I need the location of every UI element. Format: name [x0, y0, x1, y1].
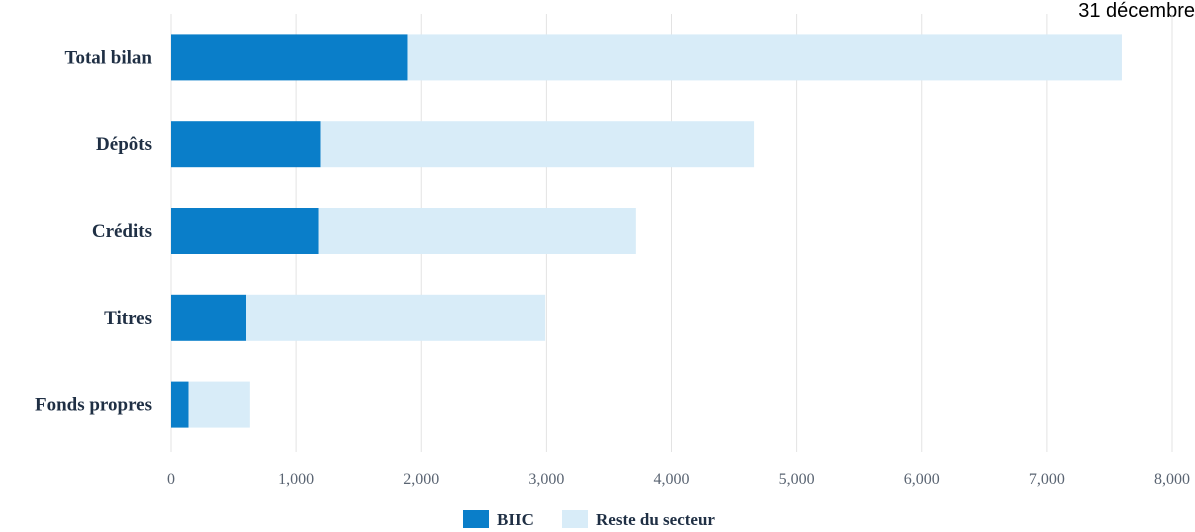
- x-tick-label: 1,000: [278, 471, 314, 488]
- x-tick-label: 5,000: [779, 471, 815, 488]
- x-tick-label: 8,000: [1154, 471, 1190, 488]
- bar-biic: [171, 34, 408, 81]
- bar-biic: [171, 294, 247, 341]
- x-tick-label: 2,000: [403, 471, 439, 488]
- bar-reste-du-secteur: [188, 381, 250, 428]
- category-label: Titres: [104, 308, 152, 329]
- bar-biic: [171, 208, 319, 254]
- legend-label: Reste du secteur: [596, 510, 715, 529]
- x-tick-label: 6,000: [904, 471, 940, 488]
- date-label: 31 décembre: [1078, 0, 1195, 22]
- x-tick-label: 4,000: [654, 471, 690, 488]
- legend-label: BIIC: [497, 510, 534, 529]
- bar-biic: [171, 121, 321, 168]
- bar-reste-du-secteur: [246, 294, 546, 341]
- bar-reste-du-secteur: [407, 34, 1122, 81]
- legend-swatch: [463, 510, 489, 528]
- legend-item-biic[interactable]: BIIC: [463, 510, 534, 529]
- legend-swatch: [562, 510, 588, 528]
- category-label: Fonds propres: [35, 395, 152, 416]
- x-tick-label: 0: [167, 471, 175, 488]
- category-label: Crédits: [92, 221, 152, 242]
- category-label: Total bilan: [65, 47, 153, 68]
- legend-item-reste-du-secteur[interactable]: Reste du secteur: [562, 510, 715, 529]
- bar-reste-du-secteur: [320, 121, 755, 168]
- category-label: Dépôts: [96, 134, 152, 155]
- x-tick-label: 7,000: [1029, 471, 1065, 488]
- bar-biic: [171, 381, 189, 428]
- bar-reste-du-secteur: [318, 208, 636, 254]
- x-tick-label: 3,000: [528, 471, 564, 488]
